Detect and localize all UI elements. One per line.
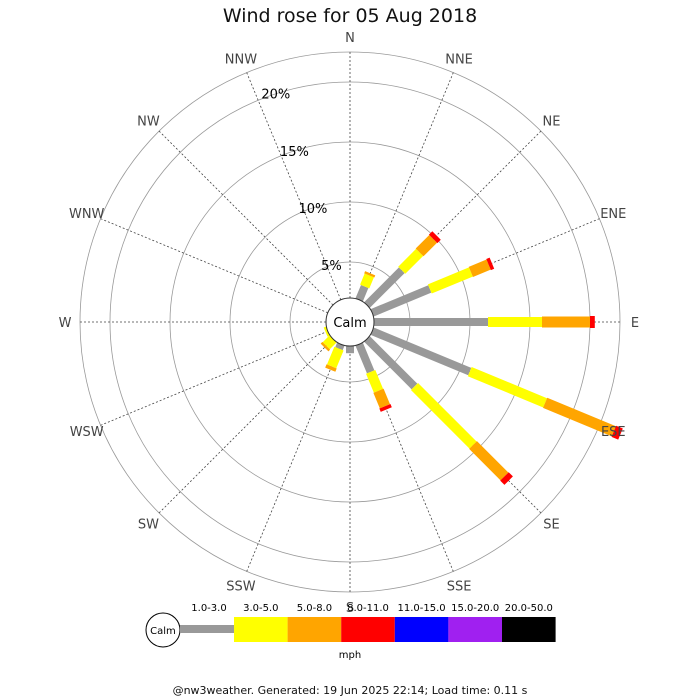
direction-label-s: S [346,601,354,616]
wind-bars [320,231,623,485]
bar-ne-1.0-3.0 [364,267,405,308]
direction-label-sw: SW [138,518,159,533]
bar-nne-3.0-5.0 [360,273,374,289]
ring-label-20: 20% [261,88,290,103]
calm-label: Calm [333,316,366,331]
chart-title: Wind rose for 05 Aug 2018 [222,5,478,27]
spoke-wsw [100,321,351,426]
bar-ne-5.0-8.0 [415,234,438,257]
footer-text: @nw3weather. Generated: 19 Jun 2025 22:1… [172,684,528,697]
direction-label-ese: ESE [601,425,626,440]
spoke-sw [158,321,351,514]
bar-sse-5.0-8.0 [373,388,390,409]
direction-label-nnw: NNW [225,53,257,68]
bar-ese-5.0-8.0 [543,397,616,437]
legend-box-15.0-20.0 [448,617,502,642]
bar-ene-5.0-8.0 [468,259,491,278]
direction-label-ne: NE [543,114,561,129]
legend-label-20.0-50.0: 20.0-50.0 [505,603,553,614]
ring-label-5: 5% [321,259,342,274]
direction-label-wnw: WNW [69,207,105,222]
bar-ene-8.0-11.0 [486,257,495,271]
direction-label-ene: ENE [600,207,626,222]
bar-se-8.0-11.0 [500,472,513,485]
bar-ne-8.0-11.0 [428,231,441,244]
direction-label-nw: NW [137,114,160,129]
spoke-nnw [246,72,351,323]
direction-label-sse: SSE [447,579,472,594]
calm-center: Calm [325,297,375,347]
legend-calm-label: Calm [150,626,176,637]
bar-se-3.0-5.0 [410,382,477,449]
ring-label-10: 10% [298,202,327,217]
bar-ese-1.0-3.0 [370,327,472,376]
ring-label-15: 15% [280,145,309,160]
direction-label-w: W [59,316,72,331]
spoke-nw [158,130,351,323]
spoke-wnw [100,218,351,323]
bar-sw-5.0-8.0 [320,341,331,352]
bar-ssw-5.0-8.0 [325,364,337,372]
speed-legend: Calm mph 1.0-3.0 3.0-5.0 5.0-8.0 8.0-11.0 11… [145,603,556,661]
legend-label-5.0-8.0: 5.0-8.0 [297,603,332,614]
bar-ene-3.0-5.0 [427,267,473,294]
legend-label-11.0-15.0: 11.0-15.0 [398,603,446,614]
bar-ssw-1.0-3.0 [335,342,345,351]
bar-sse-3.0-5.0 [366,369,384,393]
direction-label-n: N [345,31,355,46]
direction-label-wsw: WSW [70,425,104,440]
direction-labels: N NNE NE ENE E ESE SE SSE S SSW SW WSW W WNW NW NNW [59,31,640,616]
bar-sse-8.0-11.0 [379,403,392,412]
legend-label-1.0-3.0: 1.0-3.0 [191,603,226,614]
ring-labels: 5% 10% 15% 20% [261,88,341,274]
bar-ssw-3.0-5.0 [327,346,344,369]
direction-label-ssw: SSW [226,579,256,594]
bar-ene-1.0-3.0 [370,285,432,317]
direction-label-e: E [631,316,639,331]
legend-label-8.0-11.0: 8.0-11.0 [347,603,389,614]
bar-se-5.0-8.0 [469,441,509,481]
legend-box-20.0-50.0 [502,617,556,642]
calm-circle [325,297,375,347]
legend-label-3.0-5.0: 3.0-5.0 [243,603,278,614]
direction-label-nne: NNE [445,53,473,68]
bar-nne-5.0-8.0 [364,271,376,278]
bar-sse-1.0-3.0 [355,342,375,374]
bar-ese-8.0-11.0 [611,425,623,440]
bar-se-1.0-3.0 [364,336,418,390]
bar-nne-1.0-3.0 [355,284,369,302]
bar-ese-3.0-5.0 [467,366,548,408]
legend-box-8.0-11.0 [341,617,395,642]
legend-box-5.0-8.0 [287,617,342,642]
legend-box-11.0-15.0 [394,617,449,642]
legend-label-15.0-20.0: 15.0-20.0 [451,603,499,614]
legend-box-3.0-5.0 [234,617,288,642]
direction-label-se: SE [543,518,559,533]
bar-sw-3.0-5.0 [322,335,337,350]
legend-unit: mph [339,650,361,661]
bar-ne-3.0-5.0 [398,248,424,274]
